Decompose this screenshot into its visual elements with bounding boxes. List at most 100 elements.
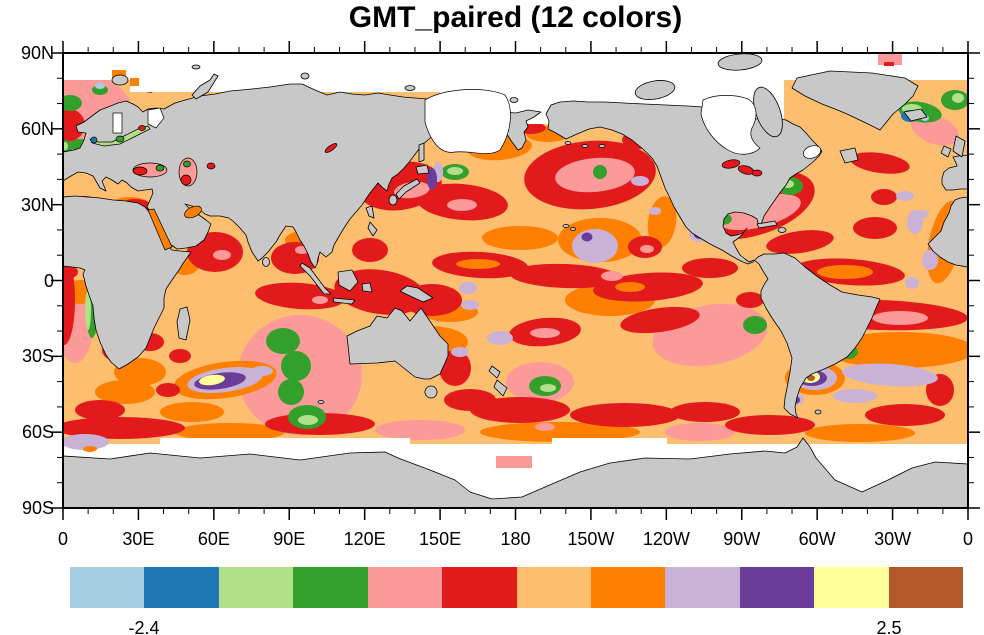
landmass-baffin-island xyxy=(753,86,783,138)
lon-tick-label-0: 0 xyxy=(57,529,68,549)
baltic-green-cell xyxy=(115,135,125,143)
persian-gulf xyxy=(184,205,202,219)
landmass-aleutians-1 xyxy=(564,141,572,145)
landmass-novaya-zemlya xyxy=(191,73,219,100)
landmass-new-guinea xyxy=(399,285,434,303)
lat-tick-label-5: 60S xyxy=(21,422,54,443)
lon-tick-label-1: 30E xyxy=(122,529,155,549)
baltic-blue-cell xyxy=(90,136,98,144)
landmass-tasmania xyxy=(424,385,438,399)
landmass-aleutians-3 xyxy=(598,144,606,148)
landmass-victoria-island xyxy=(634,80,676,100)
gulf-st-lawrence-white xyxy=(802,145,822,159)
lon-tick-label-9: 90W xyxy=(723,529,761,549)
colorbar-box-5 xyxy=(367,567,443,608)
landmass-madagascar xyxy=(176,306,191,341)
polar-data-patches xyxy=(64,54,902,468)
colorbar-box-8 xyxy=(590,567,666,608)
colorbar-min-label: -2.4 xyxy=(128,618,160,635)
lat-tick-label-4: 30S xyxy=(21,346,54,367)
lon-tick-label-12: 0 xyxy=(962,529,973,549)
landmass-hawaii-1 xyxy=(562,224,570,228)
lat-tick-label-6: 90S xyxy=(21,498,54,518)
lat-tick-label-2: 30N xyxy=(20,194,54,215)
landmass-falklands xyxy=(814,409,822,415)
landmass-wrangel xyxy=(509,97,519,103)
landmass-philippines-south xyxy=(367,221,378,237)
landmass-honshu xyxy=(395,178,421,200)
colorbar xyxy=(70,567,964,608)
landmass-java xyxy=(332,297,356,305)
landmass-new-zealand-north xyxy=(488,365,501,379)
map-frame xyxy=(62,52,969,509)
landmass-aleutians-2 xyxy=(581,144,589,148)
landmass-greenland xyxy=(791,70,919,131)
landmass-ireland xyxy=(940,145,952,158)
lon-tick-label-8: 120W xyxy=(642,529,690,549)
landmass-australia xyxy=(346,307,449,380)
lat-tick-label-1: 60N xyxy=(20,118,54,139)
landmass-franz-josef xyxy=(191,64,201,70)
landmass-newfoundland xyxy=(839,147,859,164)
lon-tick-label-7: 150W xyxy=(567,529,615,549)
colorbar-box-4 xyxy=(293,567,368,608)
landmass-sumatra xyxy=(299,262,332,295)
lon-tick-label-6: 180 xyxy=(500,529,531,549)
landmass-britain xyxy=(952,135,966,158)
hudson-bay-white xyxy=(700,95,761,155)
caspian-green xyxy=(183,160,191,168)
world-map xyxy=(51,41,980,520)
black-sea-green xyxy=(155,164,165,172)
landmass-borneo xyxy=(337,269,359,292)
landmass-sulawesi xyxy=(361,282,373,293)
colorbar-box-9 xyxy=(665,567,740,608)
landmass-hispaniola xyxy=(777,227,787,233)
lake-erie-ontario xyxy=(751,169,763,177)
colorbar-box-10 xyxy=(739,567,815,608)
landmass-africa-west xyxy=(927,196,967,268)
sea-of-okhotsk-white xyxy=(424,89,511,154)
landmass-hawaii-2 xyxy=(570,227,576,231)
colorbar-box-1 xyxy=(70,567,145,608)
landmass-sakhalin xyxy=(418,142,425,163)
colorbar-box-11 xyxy=(814,567,889,608)
lake-ladoga xyxy=(138,125,146,131)
plot-title: GMT_paired (12 colors) xyxy=(348,1,683,34)
landmass-iceland xyxy=(903,108,928,122)
lon-tick-label-5: 150E xyxy=(419,529,462,549)
lat-tick-label-3: 0 xyxy=(43,270,54,291)
landmass-kyushu xyxy=(388,194,398,206)
colorbar-box-6 xyxy=(442,567,517,608)
colorbar-box-3 xyxy=(218,567,294,608)
landmasses xyxy=(64,54,967,507)
landmass-new-siberian-islands xyxy=(404,85,416,91)
landmass-sri-lanka xyxy=(262,257,270,267)
gulf-of-bothnia-white xyxy=(112,112,123,134)
colorbar-box-7 xyxy=(516,567,591,608)
landmass-africa-east xyxy=(64,195,192,370)
lon-tick-label-10: 60W xyxy=(798,529,836,549)
lon-tick-label-11: 30W xyxy=(874,529,912,549)
baltic-sea xyxy=(89,125,151,147)
axis-ticks xyxy=(51,41,980,520)
lat-tick-label-0: 90N xyxy=(20,43,54,63)
landmass-svalbard xyxy=(111,74,129,86)
aral-sea xyxy=(206,162,216,170)
landmass-philippines-north xyxy=(365,205,375,219)
lon-tick-label-4: 120E xyxy=(343,529,386,549)
red-sea xyxy=(147,208,173,251)
landmass-new-zealand-south xyxy=(493,379,508,397)
lake-superior xyxy=(721,159,741,169)
lon-tick-label-3: 90E xyxy=(273,529,306,549)
black-sea-red xyxy=(132,166,148,176)
lon-tick-label-2: 60E xyxy=(197,529,230,549)
landmass-cuba xyxy=(756,220,778,229)
landmass-americas xyxy=(545,100,881,419)
landmass-iberia-france xyxy=(941,154,967,191)
landmass-antarctica xyxy=(64,437,967,507)
colorbar-max-label: 2.5 xyxy=(876,618,902,635)
caspian-red xyxy=(180,174,192,186)
landmass-kerguelen xyxy=(317,400,325,404)
lake-baikal xyxy=(324,143,338,153)
